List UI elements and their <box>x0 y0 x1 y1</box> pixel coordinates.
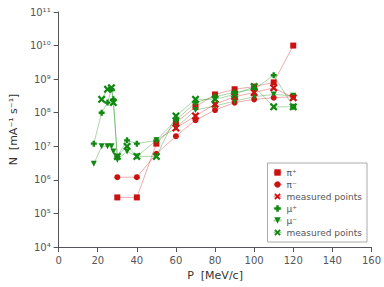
svg-text:10⁴: 10⁴ <box>34 242 51 253</box>
svg-text:π⁻: π⁻ <box>287 180 297 190</box>
svg-text:160: 160 <box>362 255 381 266</box>
svg-text:10¹¹: 10¹¹ <box>30 7 51 18</box>
svg-text:40: 40 <box>130 255 143 266</box>
svg-text:20: 20 <box>91 255 104 266</box>
svg-text:80: 80 <box>209 255 222 266</box>
svg-text:N [mA⁻¹ s⁻¹]: N [mA⁻¹ s⁻¹] <box>7 94 20 166</box>
svg-text:P [MeV/c]: P [MeV/c] <box>187 269 243 282</box>
svg-text:π⁺: π⁺ <box>287 168 297 178</box>
svg-text:0: 0 <box>55 255 61 266</box>
svg-text:10⁷: 10⁷ <box>34 141 51 152</box>
svg-text:10⁵: 10⁵ <box>34 208 51 219</box>
svg-text:120: 120 <box>284 255 303 266</box>
svg-text:measured points: measured points <box>287 228 363 238</box>
svg-text:μ⁻: μ⁻ <box>287 216 298 226</box>
svg-text:10⁸: 10⁸ <box>34 107 51 118</box>
svg-text:10⁹: 10⁹ <box>34 74 51 85</box>
svg-text:10⁶: 10⁶ <box>34 174 51 185</box>
svg-text:60: 60 <box>170 255 183 266</box>
svg-text:μ⁺: μ⁺ <box>287 204 298 214</box>
svg-text:100: 100 <box>245 255 264 266</box>
svg-text:140: 140 <box>323 255 342 266</box>
svg-text:10¹⁰: 10¹⁰ <box>30 40 51 51</box>
svg-text:measured points: measured points <box>287 192 363 202</box>
